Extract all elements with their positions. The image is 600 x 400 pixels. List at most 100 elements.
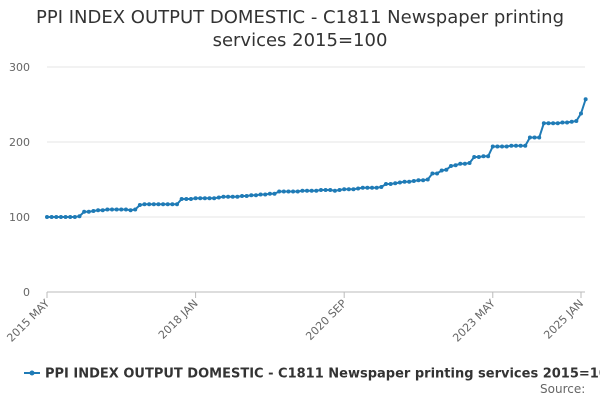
data-point	[351, 187, 356, 192]
data-point	[165, 202, 170, 207]
data-point	[500, 144, 505, 149]
data-point	[286, 189, 291, 194]
data-point	[421, 178, 426, 183]
data-point	[328, 188, 333, 192]
data-point	[300, 188, 305, 193]
data-point	[156, 202, 161, 207]
data-point	[504, 144, 509, 149]
data-point	[444, 167, 449, 172]
data-point	[230, 194, 235, 199]
data-point	[565, 120, 570, 125]
data-point	[546, 121, 551, 126]
data-point	[374, 185, 379, 190]
data-point	[481, 154, 486, 159]
data-point	[235, 194, 240, 199]
data-point	[472, 155, 477, 159]
data-point	[337, 188, 342, 192]
data-point	[574, 119, 579, 123]
data-point	[105, 207, 110, 212]
data-point	[383, 182, 388, 186]
x-tick-label: 2023 MAY	[450, 297, 498, 345]
x-tick-label: 2018 JAN	[156, 297, 201, 342]
data-point	[77, 214, 82, 219]
data-point	[388, 182, 393, 186]
data-point	[537, 135, 542, 140]
data-point	[96, 208, 101, 213]
data-point	[272, 191, 277, 196]
data-point	[119, 207, 124, 212]
data-point	[379, 185, 384, 189]
x-tick-label: 2020 SEP	[303, 297, 349, 343]
data-point	[425, 177, 430, 182]
data-point	[226, 194, 231, 199]
data-point	[175, 202, 180, 207]
data-point	[332, 188, 337, 193]
data-point	[100, 208, 105, 213]
data-point	[147, 202, 152, 207]
source-label: Source:	[540, 382, 585, 396]
data-point	[151, 202, 156, 207]
data-point	[532, 135, 537, 140]
y-tick-label: 200	[9, 136, 30, 149]
data-point	[439, 168, 444, 173]
data-point	[360, 185, 365, 190]
data-point	[253, 193, 258, 198]
data-point	[555, 121, 560, 126]
data-point	[402, 179, 407, 184]
data-point	[435, 171, 440, 176]
data-point	[486, 154, 491, 159]
data-point	[212, 196, 217, 201]
data-point	[448, 164, 453, 168]
data-point	[240, 194, 245, 198]
data-point	[346, 187, 351, 192]
data-point	[416, 178, 421, 183]
data-point	[91, 209, 96, 213]
legend-label: PPI INDEX OUTPUT DOMESTIC - C1811 Newspa…	[45, 367, 600, 382]
data-point	[110, 207, 115, 212]
data-point	[513, 143, 518, 148]
data-point	[458, 161, 463, 166]
data-point	[365, 185, 370, 190]
data-point	[244, 194, 249, 198]
data-point	[193, 196, 198, 201]
data-point	[184, 197, 189, 201]
data-point	[170, 202, 175, 207]
data-point	[490, 144, 495, 149]
data-point	[393, 181, 398, 186]
data-point	[267, 191, 272, 196]
data-point	[318, 188, 323, 192]
data-point	[281, 189, 286, 194]
data-point	[277, 189, 282, 194]
data-point	[305, 188, 310, 193]
data-point	[309, 188, 314, 193]
data-point	[342, 187, 347, 192]
data-point	[476, 155, 481, 159]
data-point	[49, 215, 54, 219]
data-point	[356, 186, 361, 191]
data-point	[509, 143, 514, 148]
legend-swatch-marker	[29, 370, 35, 376]
x-tick-label: 2015 MAY	[4, 297, 52, 345]
data-point	[114, 207, 119, 212]
series-line	[47, 98, 587, 218]
data-point	[45, 215, 49, 219]
data-point	[54, 215, 59, 219]
data-point	[86, 209, 91, 214]
data-point	[453, 163, 458, 168]
data-point	[179, 197, 184, 201]
data-point	[249, 193, 254, 198]
data-point	[291, 189, 296, 194]
chart-title: PPI INDEX OUTPUT DOMESTIC - C1811 Newspa…	[36, 7, 564, 51]
data-point	[323, 188, 328, 192]
data-point	[221, 194, 226, 199]
data-point	[397, 180, 402, 185]
y-tick-label: 0	[23, 286, 30, 299]
data-point	[569, 119, 574, 124]
data-point	[68, 215, 73, 219]
data-point	[523, 143, 528, 148]
data-point	[188, 197, 193, 201]
data-point	[263, 192, 268, 197]
data-point	[202, 196, 207, 201]
x-tick-label: 2025 JAN	[541, 297, 586, 342]
